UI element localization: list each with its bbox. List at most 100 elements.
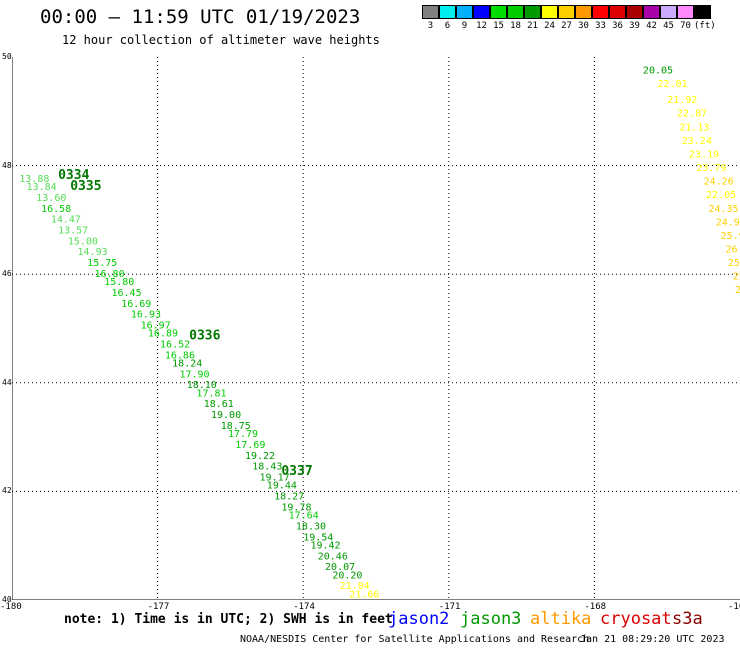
wave-height-label: 23.79: [696, 163, 726, 174]
wave-height-label: 23.24: [682, 136, 712, 147]
wave-height-label: 24.35: [708, 204, 738, 215]
legend-label: 42: [646, 21, 657, 31]
legend-label: 3: [427, 21, 434, 31]
wave-height-label: 16.97: [141, 321, 171, 332]
wave-height-label: 22.01: [657, 79, 687, 90]
wave-height-label: 13.57: [58, 225, 88, 236]
wave-height-label: 16.80: [95, 269, 125, 280]
legend-swatch: [592, 5, 609, 19]
chart-subtitle: 12 hour collection of altimeter wave hei…: [62, 33, 380, 47]
y-tick-label: 44: [2, 377, 12, 387]
legend-swatch: [524, 5, 541, 19]
legend-swatch: [541, 5, 558, 19]
y-tick-label: 50: [2, 52, 12, 61]
wave-height-plot: 13.8813.8413.6016.5814.4713.5715.0014.93…: [12, 57, 740, 600]
wave-height-label: 24.93: [716, 217, 740, 228]
wave-height-label: 18.43: [252, 462, 282, 473]
x-tick-label: -177: [147, 602, 170, 612]
legend-swatch: [558, 5, 575, 19]
x-tick-label: -16: [728, 602, 740, 612]
credit-text: NOAA/NESDIS Center for Satellite Applica…: [240, 634, 590, 645]
legend-swatch: [626, 5, 643, 19]
wave-height-label: 17.79: [228, 429, 258, 440]
wave-height-label: 16.89: [148, 329, 178, 340]
wave-height-label: 20.05: [643, 65, 673, 76]
wave-height-label: 13.88: [19, 174, 49, 185]
wave-height-label: 14.47: [51, 215, 81, 226]
satellite-legend-item: jason3: [460, 609, 522, 629]
wave-height-label: 19.54: [303, 532, 333, 543]
wave-height-label: 19.44: [267, 481, 297, 492]
x-tick-label: -171: [438, 602, 461, 612]
wave-height-label: 25.02: [733, 272, 740, 283]
y-tick-label: 40: [2, 595, 12, 604]
wave-height-label: 19.22: [245, 451, 275, 462]
wave-height-label: 18.30: [296, 521, 326, 532]
legend-swatch: [660, 5, 677, 19]
x-tick-label: -180: [0, 602, 22, 612]
legend-swatch: [507, 5, 524, 19]
wave-height-label: 25.35: [728, 258, 740, 269]
wave-height-label: 23.19: [689, 149, 719, 160]
legend-label: 6: [444, 21, 451, 31]
satellite-legend-item: altika: [530, 609, 592, 629]
wave-height-label: 22.05: [706, 190, 736, 201]
legend-swatch: [609, 5, 626, 19]
legend-swatch: [643, 5, 660, 19]
pass-time-label: 0335: [70, 179, 101, 194]
wave-height-label: 16.52: [160, 340, 190, 351]
legend-swatch: [694, 5, 711, 19]
wave-height-label: 26.12: [725, 244, 740, 255]
wave-height-label: 17.90: [179, 369, 209, 380]
wave-height-label: 16.45: [111, 288, 141, 299]
wave-height-label: 15.00: [68, 236, 98, 247]
satellite-legend-item: jason2: [388, 609, 450, 629]
wave-height-label: 18.75: [221, 421, 251, 432]
wave-height-label: 19.78: [281, 502, 311, 513]
legend-swatch: [677, 5, 694, 19]
wave-height-label: 18.61: [204, 399, 234, 410]
legend-label: 45: [663, 21, 674, 31]
pass-time-label: 0334: [58, 168, 89, 183]
wave-height-label: 18.27: [274, 492, 304, 503]
wave-height-label: 25.96: [721, 231, 740, 242]
wave-height-label: 20.46: [318, 551, 348, 562]
wave-height-label: 14.93: [78, 247, 108, 258]
wave-height-label: 15.75: [87, 258, 117, 269]
wave-height-label: 16.69: [121, 299, 151, 310]
wave-height-label: 18.10: [187, 380, 217, 391]
legend-swatch: [456, 5, 473, 19]
legend-label: (ft): [694, 21, 716, 31]
x-tick-label: -174: [293, 602, 315, 612]
pass-time-label: 0337: [281, 464, 312, 479]
wave-height-label: 16.86: [165, 350, 195, 361]
satellite-legend-item: cryosat: [600, 609, 672, 629]
y-tick-label: 46: [2, 269, 12, 279]
wave-height-label: 16.58: [41, 204, 71, 215]
color-legend: [422, 5, 711, 19]
pass-time-label: 0336: [189, 328, 220, 343]
y-tick-label: 48: [2, 160, 12, 170]
wave-height-label: 19.42: [310, 540, 340, 551]
wave-height-label: 17.64: [289, 511, 319, 522]
legend-swatch: [575, 5, 592, 19]
wave-height-label: 19.17: [260, 473, 290, 484]
legend-swatch: [439, 5, 456, 19]
wave-height-label: 21.04: [340, 581, 370, 592]
wave-height-label: 24.26: [704, 177, 734, 188]
legend-label: 36: [612, 21, 623, 31]
legend-swatch: [422, 5, 439, 19]
legend-label: 15: [493, 21, 504, 31]
wave-height-label: 20.07: [325, 562, 355, 573]
wave-height-label: 22.87: [677, 109, 707, 120]
wave-height-label: 13.60: [36, 193, 66, 204]
x-tick-label: -168: [584, 602, 607, 612]
legend-label: 21: [527, 21, 538, 31]
wave-height-label: 25.55: [735, 285, 740, 296]
chart-title: 00:00 – 11:59 UTC 01/19/2023: [40, 6, 361, 28]
wave-height-label: 13.84: [27, 182, 57, 193]
wave-height-label: 17.81: [196, 388, 226, 399]
legend-label: 27: [561, 21, 572, 31]
legend-label: 70: [680, 21, 691, 31]
wave-height-label: 17.69: [235, 440, 265, 451]
